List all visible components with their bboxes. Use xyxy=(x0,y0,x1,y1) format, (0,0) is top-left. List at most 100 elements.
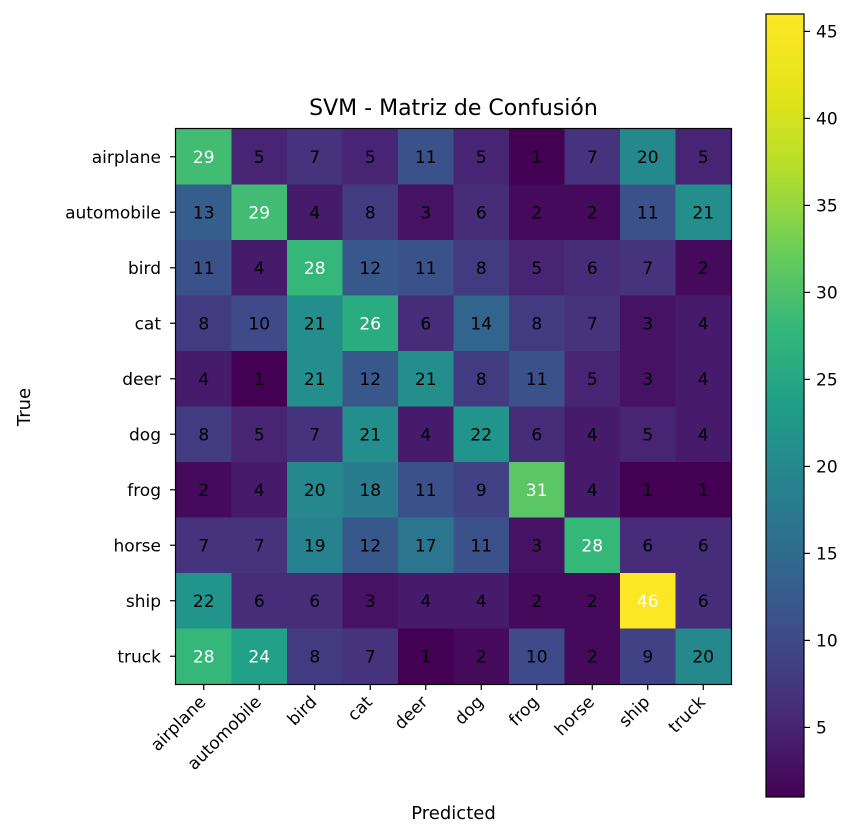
cell-value-label: 46 xyxy=(637,592,659,612)
cell-value-label: 28 xyxy=(193,647,215,667)
heatmap-cell xyxy=(675,462,732,519)
cell-value-label: 4 xyxy=(587,481,598,501)
heatmap-cell xyxy=(453,129,510,186)
heatmap-cell xyxy=(342,129,399,186)
cell-value-label: 11 xyxy=(526,370,548,390)
heatmap-cell xyxy=(342,184,399,241)
cell-value-label: 4 xyxy=(420,592,431,612)
heatmap-cell xyxy=(620,462,677,519)
cell-value-label: 14 xyxy=(470,314,492,334)
y-tick-label: airplane xyxy=(92,148,161,168)
cell-value-label: 22 xyxy=(470,425,492,445)
cell-value-label: 5 xyxy=(531,259,542,279)
cell-value-label: 21 xyxy=(692,203,714,223)
heatmap-cell xyxy=(509,129,566,186)
heatmap-cell xyxy=(453,462,510,519)
heatmap-cell xyxy=(287,184,344,241)
cell-value-label: 21 xyxy=(304,314,326,334)
cell-value-label: 2 xyxy=(587,203,598,223)
heatmap-cell xyxy=(231,573,288,630)
y-axis-ticks: airplane automobile bird cat deer dog frog hors… xyxy=(65,148,176,667)
heatmap-cell xyxy=(342,406,399,463)
cell-value-label: 6 xyxy=(476,203,487,223)
heatmap-cell xyxy=(564,295,621,352)
cell-value-label: 20 xyxy=(637,148,659,168)
heatmap-cell xyxy=(287,240,344,297)
heatmap-cell xyxy=(176,240,233,297)
cell-value-label: 7 xyxy=(309,425,320,445)
y-tick-label: automobile xyxy=(65,203,161,223)
heatmap-cell xyxy=(509,462,566,519)
heatmap-cell xyxy=(453,573,510,630)
cell-value-label: 8 xyxy=(309,647,320,667)
heatmap-cell xyxy=(342,295,399,352)
heatmap-cell xyxy=(398,184,455,241)
heatmap-cell xyxy=(620,240,677,297)
cell-value-label: 19 xyxy=(304,536,326,556)
cell-value-label: 3 xyxy=(642,314,653,334)
cell-value-label: 29 xyxy=(248,203,270,223)
heatmap-cell xyxy=(675,184,732,241)
cell-value-label: 8 xyxy=(365,203,376,223)
heatmap-cell xyxy=(620,628,677,685)
heatmap-cell xyxy=(564,351,621,408)
cell-value-label: 1 xyxy=(531,148,542,168)
cell-value-label: 4 xyxy=(698,370,709,390)
heatmap-cell xyxy=(620,295,677,352)
heatmap-cell xyxy=(564,406,621,463)
heatmap-cells xyxy=(176,129,732,685)
x-tick-label: cat xyxy=(344,692,377,725)
heatmap-cell xyxy=(287,628,344,685)
heatmap-cell xyxy=(564,462,621,519)
cell-value-label: 7 xyxy=(309,148,320,168)
heatmap-cell xyxy=(675,406,732,463)
y-tick-label: ship xyxy=(126,592,161,612)
cell-value-label: 9 xyxy=(476,481,487,501)
heatmap-cell xyxy=(675,517,732,574)
heatmap-cell xyxy=(176,517,233,574)
x-tick-label: dog xyxy=(451,692,488,729)
cell-value-label: 6 xyxy=(587,259,598,279)
cell-value-label: 6 xyxy=(698,536,709,556)
cell-value-label: 4 xyxy=(698,314,709,334)
cell-value-label: 8 xyxy=(198,314,209,334)
x-tick-label: frog xyxy=(505,692,543,730)
cell-value-label: 5 xyxy=(476,148,487,168)
cell-value-label: 20 xyxy=(304,481,326,501)
heatmap-cell xyxy=(564,184,621,241)
cell-value-label: 7 xyxy=(254,536,265,556)
cell-value-label: 4 xyxy=(476,592,487,612)
cell-value-label: 26 xyxy=(359,314,381,334)
cell-value-label: 4 xyxy=(309,203,320,223)
cell-value-label: 4 xyxy=(254,481,265,501)
heatmap-cell xyxy=(231,462,288,519)
heatmap-cell xyxy=(564,240,621,297)
heatmap-cell xyxy=(509,184,566,241)
x-tick-label: horse xyxy=(551,692,599,740)
cell-value-label: 10 xyxy=(248,314,270,334)
heatmap-cell xyxy=(398,240,455,297)
colorbar-tick-label: 45 xyxy=(816,22,838,42)
heatmap-cell xyxy=(398,351,455,408)
cell-value-label: 2 xyxy=(698,259,709,279)
colorbar-tick-label: 40 xyxy=(816,109,838,129)
cell-value-label: 5 xyxy=(698,148,709,168)
colorbar-ticks: 5 10 15 20 25 30 35 40 45 xyxy=(804,22,838,738)
heatmap-cell xyxy=(675,240,732,297)
colorbar xyxy=(765,13,805,798)
cell-value-label: 8 xyxy=(476,370,487,390)
y-axis-label: True xyxy=(14,388,35,427)
heatmap-cell xyxy=(231,184,288,241)
cell-value-label: 2 xyxy=(587,647,598,667)
cell-value-label: 5 xyxy=(365,148,376,168)
cell-value-label: 4 xyxy=(254,259,265,279)
heatmap-cell xyxy=(342,462,399,519)
y-tick-label: cat xyxy=(135,314,162,334)
heatmap-cell xyxy=(176,351,233,408)
cell-value-label: 7 xyxy=(365,647,376,667)
heatmap-cell xyxy=(231,628,288,685)
heatmap-cell xyxy=(176,295,233,352)
cell-value-label: 2 xyxy=(587,592,598,612)
x-tick-label: truck xyxy=(665,692,710,737)
